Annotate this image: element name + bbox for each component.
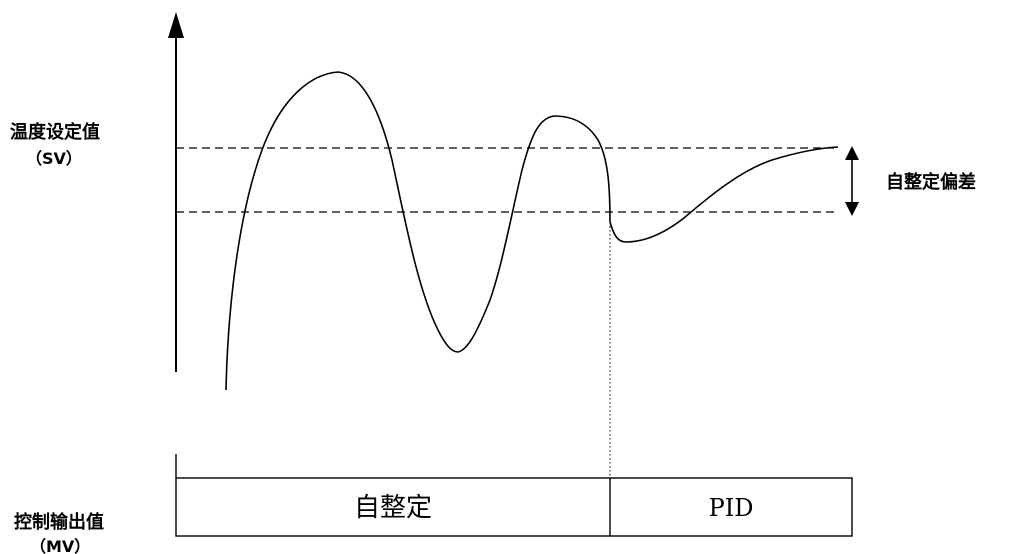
sv-title: 温度设定值 xyxy=(10,121,100,143)
sv-abbr: （SV） xyxy=(26,149,82,168)
temperature-response-curve xyxy=(225,71,839,391)
deviation-label: 自整定偏差 xyxy=(886,171,976,193)
deviation-arrow-bottom xyxy=(845,202,859,216)
phase-pid-label: PID xyxy=(709,494,754,522)
mv-title: 控制输出值 xyxy=(14,511,104,533)
y-axis-arrowhead xyxy=(168,12,184,38)
deviation-arrow-top xyxy=(845,146,859,160)
mv-abbr: （MV） xyxy=(30,537,90,554)
phase-autotune-label: 自整定 xyxy=(354,493,432,523)
phase-bar xyxy=(175,477,853,537)
